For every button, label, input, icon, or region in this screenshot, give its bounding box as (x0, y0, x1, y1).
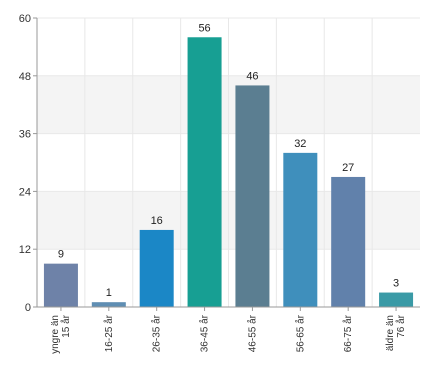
bar (235, 85, 270, 307)
x-tick-label: 26-35 år (151, 314, 163, 352)
bar-value-label: 46 (246, 70, 258, 82)
x-tick-label: 66-75 år (342, 314, 354, 352)
bar (379, 292, 414, 307)
y-tick-label: 24 (19, 186, 31, 198)
y-axis-ticks: 0 12 24 36 48 60 (19, 13, 37, 314)
axes (36, 18, 420, 308)
x-tick-label: 36-45 år (199, 314, 211, 352)
bar-value-label: 16 (151, 215, 163, 227)
y-tick-label: 12 (19, 244, 31, 256)
bars (43, 37, 414, 308)
data-labels: 9 1 16 56 46 32 27 3 (58, 22, 399, 299)
x-tick-label: 15 år (60, 314, 72, 337)
y-tick-label: 60 (19, 13, 31, 25)
y-tick-label: 36 (19, 129, 31, 141)
bar (43, 263, 78, 307)
x-axis-labels: yngre än 15 år 16-25 år 26-35 år 36-45 år 46-… (50, 307, 407, 354)
bar-value-label: 1 (106, 287, 112, 299)
bar (91, 302, 126, 307)
x-tick-label: 46-55 år (246, 314, 258, 352)
x-tick-label: yngre än (50, 315, 61, 354)
x-tick-label: 16-25 år (103, 314, 115, 352)
bar-value-label: 3 (393, 278, 399, 290)
bar (283, 152, 318, 307)
bar-value-label: 27 (342, 162, 354, 174)
x-tick-label: 76 år (395, 314, 407, 337)
x-tick-label: äldre än (385, 315, 396, 351)
bar (331, 176, 366, 307)
bar (139, 229, 174, 307)
y-tick-label: 0 (25, 302, 31, 314)
bar-value-label: 9 (58, 249, 64, 261)
x-tick-label: 56-65 år (294, 314, 306, 352)
grid-lines (37, 17, 420, 307)
y-tick-label: 48 (19, 71, 31, 83)
bar-value-label: 56 (198, 22, 210, 34)
bar-value-label: 32 (294, 138, 306, 150)
bar (187, 37, 222, 308)
